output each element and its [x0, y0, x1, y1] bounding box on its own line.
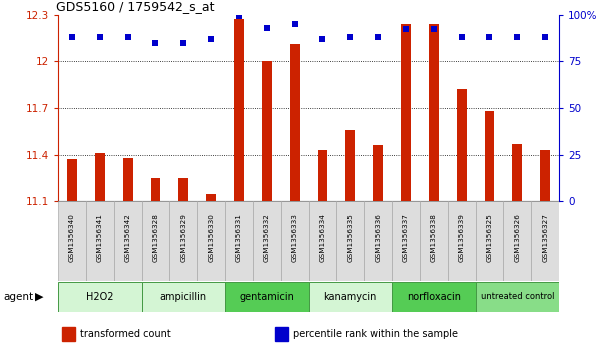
Bar	[207, 194, 216, 201]
Bar	[309, 282, 392, 311]
Bar	[401, 24, 411, 201]
Bar	[234, 19, 244, 201]
Bar	[318, 150, 327, 201]
Bar	[373, 145, 383, 201]
Bar	[337, 201, 364, 281]
Bar	[178, 178, 188, 201]
Bar	[225, 282, 309, 311]
Bar	[448, 201, 475, 281]
Bar	[503, 201, 531, 281]
Text: GSM1356339: GSM1356339	[459, 213, 464, 262]
Bar	[392, 201, 420, 281]
Point	[67, 34, 77, 40]
Text: GSM1356325: GSM1356325	[486, 213, 492, 262]
Bar	[86, 201, 114, 281]
Bar	[58, 201, 86, 281]
Text: untreated control: untreated control	[481, 292, 554, 301]
Bar	[142, 201, 169, 281]
Text: GSM1356333: GSM1356333	[291, 213, 298, 262]
Bar	[513, 144, 522, 201]
Bar	[197, 201, 225, 281]
Bar	[420, 201, 448, 281]
Bar	[485, 111, 494, 201]
Point	[234, 13, 244, 19]
Point	[540, 34, 550, 40]
Bar	[540, 150, 550, 201]
Text: GSM1356336: GSM1356336	[375, 213, 381, 262]
Point	[95, 34, 104, 40]
Bar	[429, 24, 439, 201]
Point	[429, 26, 439, 32]
Bar	[95, 153, 104, 201]
Bar	[262, 61, 272, 201]
Text: GDS5160 / 1759542_s_at: GDS5160 / 1759542_s_at	[56, 0, 214, 13]
Bar	[475, 201, 503, 281]
Bar	[531, 201, 559, 281]
Bar	[225, 201, 253, 281]
Point	[485, 34, 494, 40]
Point	[150, 40, 160, 45]
Bar	[62, 327, 75, 341]
Text: GSM1356335: GSM1356335	[347, 213, 353, 262]
Bar	[457, 89, 467, 201]
Bar	[309, 201, 337, 281]
Point	[345, 34, 355, 40]
Text: ▶: ▶	[35, 292, 44, 302]
Bar	[123, 158, 133, 201]
Point	[178, 40, 188, 45]
Point	[457, 34, 467, 40]
Text: H2O2: H2O2	[86, 292, 114, 302]
Bar	[475, 282, 559, 311]
Text: kanamycin: kanamycin	[324, 292, 377, 302]
Text: GSM1356330: GSM1356330	[208, 213, 214, 262]
Text: ampicillin: ampicillin	[159, 292, 207, 302]
Point	[123, 34, 133, 40]
Text: percentile rank within the sample: percentile rank within the sample	[293, 329, 458, 339]
Text: GSM1356334: GSM1356334	[320, 213, 326, 262]
Text: norfloxacin: norfloxacin	[407, 292, 461, 302]
Point	[513, 34, 522, 40]
Text: GSM1356331: GSM1356331	[236, 213, 242, 262]
Bar	[169, 201, 197, 281]
Bar	[150, 178, 160, 201]
Bar	[275, 327, 288, 341]
Bar	[67, 159, 77, 201]
Text: GSM1356329: GSM1356329	[180, 213, 186, 262]
Text: GSM1356326: GSM1356326	[514, 213, 521, 262]
Point	[373, 34, 383, 40]
Point	[290, 21, 299, 27]
Text: GSM1356327: GSM1356327	[542, 213, 548, 262]
Text: GSM1356332: GSM1356332	[264, 213, 270, 262]
Point	[207, 36, 216, 42]
Point	[262, 25, 272, 30]
Bar	[392, 282, 475, 311]
Bar	[114, 201, 142, 281]
Bar	[253, 201, 280, 281]
Bar	[364, 201, 392, 281]
Text: agent: agent	[3, 292, 33, 302]
Text: gentamicin: gentamicin	[240, 292, 295, 302]
Bar	[58, 282, 142, 311]
Text: GSM1356338: GSM1356338	[431, 213, 437, 262]
Bar	[345, 130, 355, 201]
Text: GSM1356337: GSM1356337	[403, 213, 409, 262]
Text: GSM1356328: GSM1356328	[153, 213, 158, 262]
Text: GSM1356340: GSM1356340	[69, 213, 75, 262]
Bar	[280, 201, 309, 281]
Point	[401, 26, 411, 32]
Text: GSM1356342: GSM1356342	[125, 213, 131, 262]
Text: GSM1356341: GSM1356341	[97, 213, 103, 262]
Point	[318, 36, 327, 42]
Text: transformed count: transformed count	[80, 329, 170, 339]
Bar	[290, 44, 299, 201]
Bar	[142, 282, 225, 311]
